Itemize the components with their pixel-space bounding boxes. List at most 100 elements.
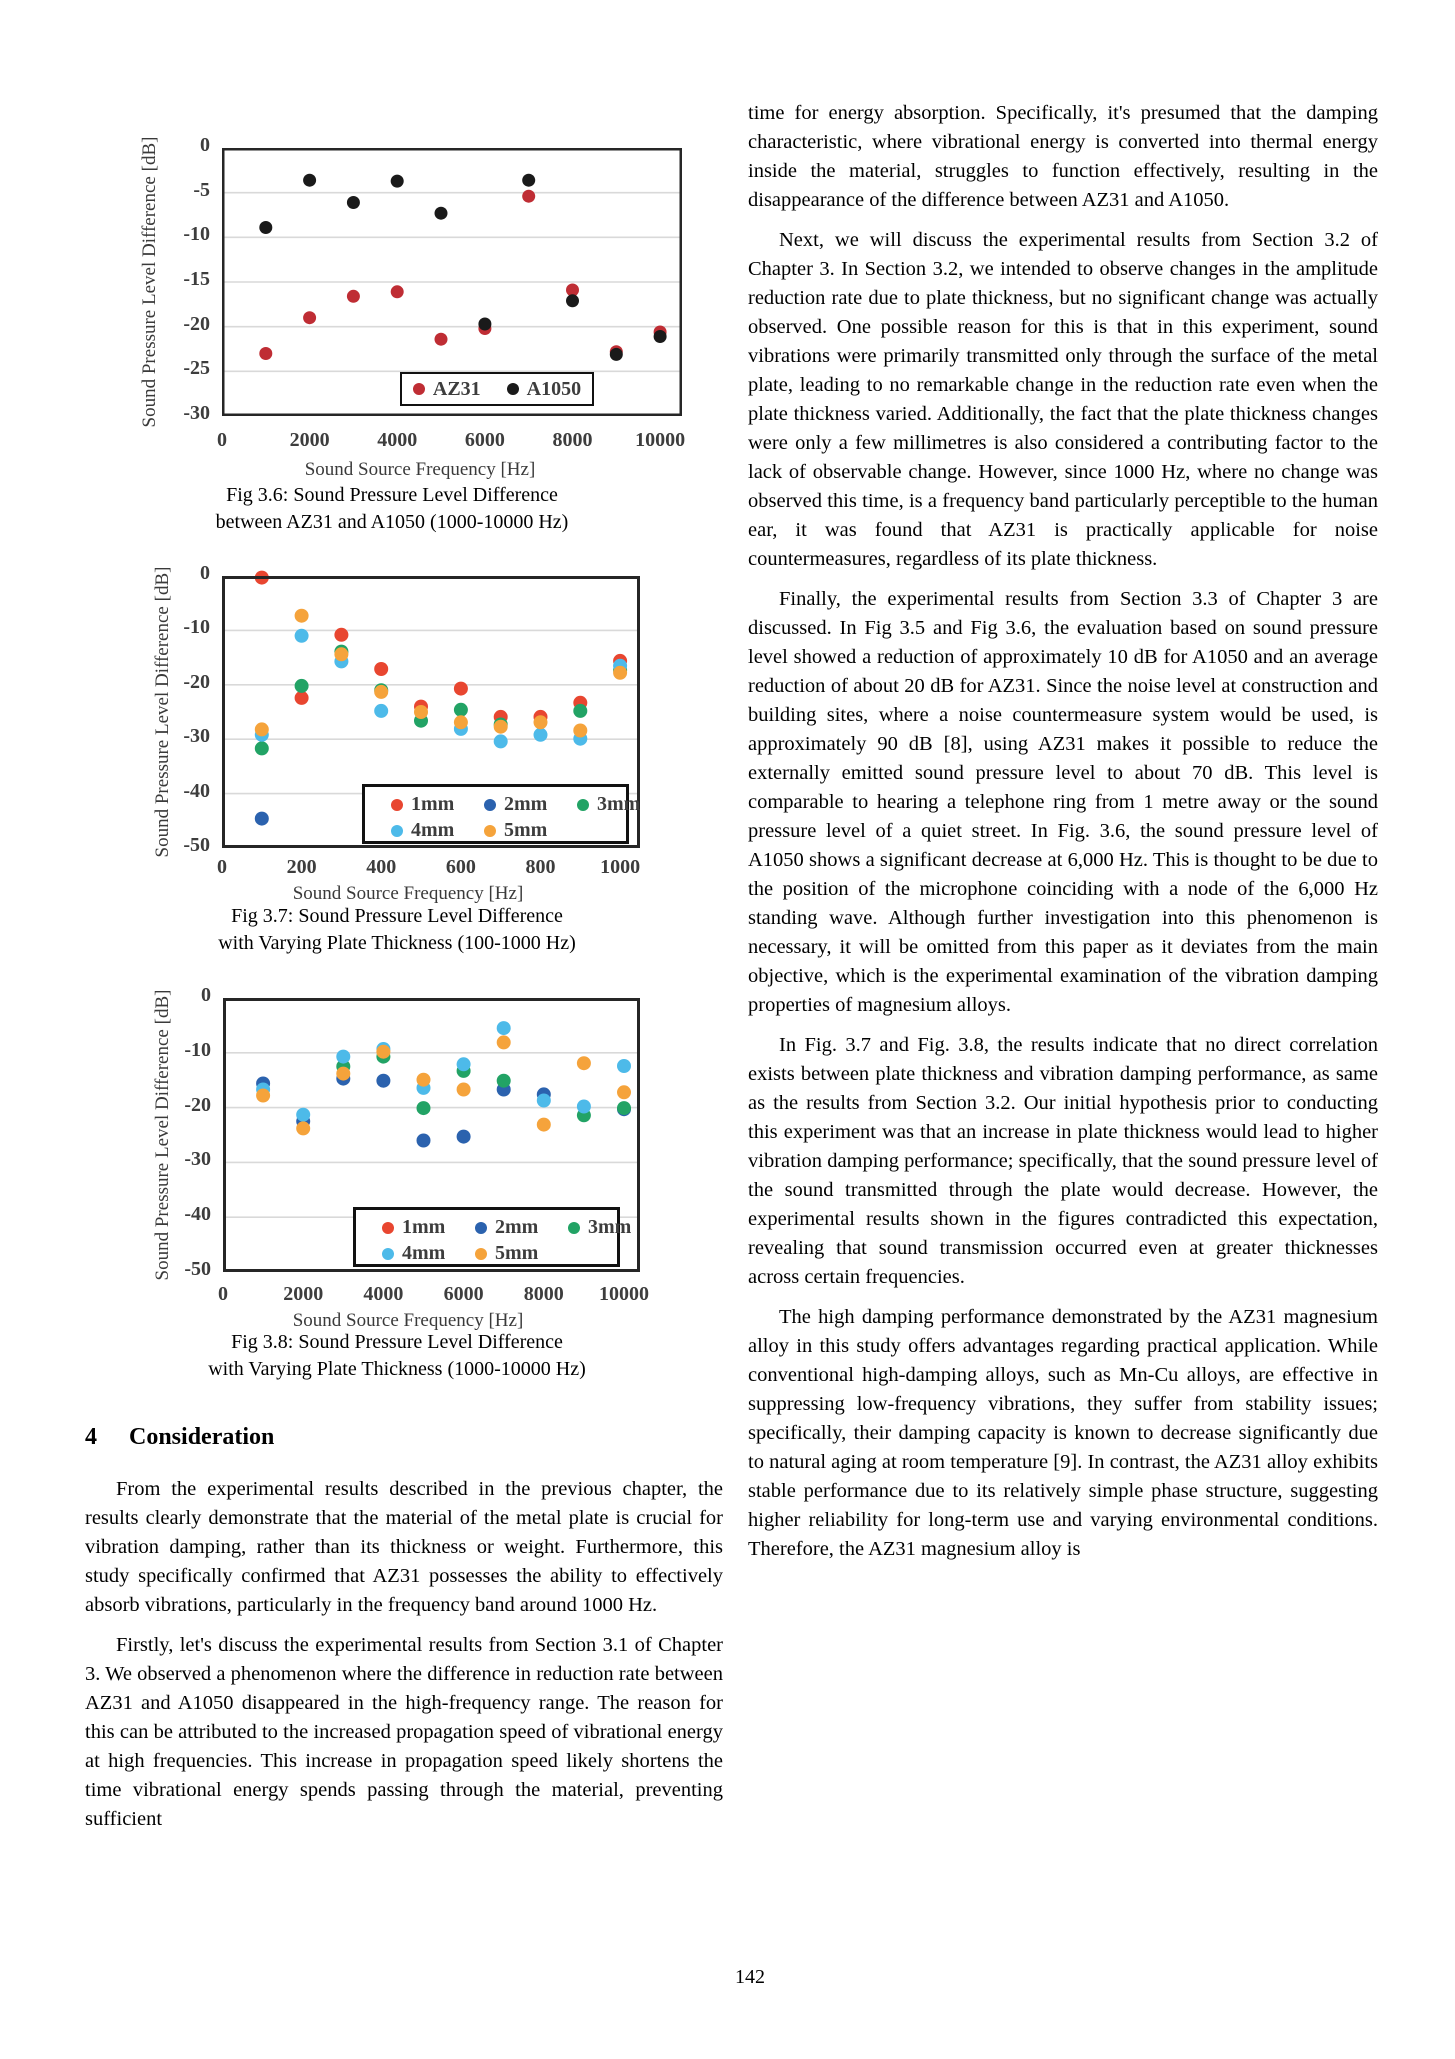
point-5mm-500Hz [414, 705, 428, 719]
y-tick-0: 0 [200, 562, 210, 584]
point-AZ31-3000Hz [346, 289, 360, 303]
fig38-caption-line1: Fig 3.8: Sound Pressure Level Difference [231, 1331, 563, 1353]
point-5mm-600Hz [453, 715, 468, 730]
legend-item-2mm: 2mm [484, 793, 577, 816]
point-5mm-7000Hz [496, 1035, 511, 1050]
paragraph: In Fig. 3.7 and Fig. 3.8, the results in… [748, 1034, 1378, 1288]
y-tick--25: -25 [183, 357, 210, 380]
legend-dot-icon [391, 798, 403, 811]
x-tick-6000: 6000 [443, 1283, 484, 1305]
legend-item-5mm: 5mm [475, 1242, 568, 1265]
legend-label: 3mm [597, 793, 641, 815]
y-tick--50: -50 [184, 1258, 211, 1280]
legend-item-1mm: 1mm [382, 1216, 475, 1239]
point-1mm-600Hz [453, 681, 468, 696]
fig38-caption-line2: with Varying Plate Thickness (1000-10000… [208, 1358, 586, 1380]
legend-label: 3mm [588, 1216, 632, 1238]
point-AZ31-2000Hz [303, 311, 317, 325]
point-1mm-400Hz [374, 662, 389, 676]
legend-label: 1mm [402, 1216, 446, 1238]
point-5mm-6000Hz [456, 1082, 471, 1097]
legend-item-3mm: 3mm [577, 793, 657, 816]
fig36-legend: AZ31 A1050 [400, 372, 594, 406]
legend-dot-icon [568, 1221, 580, 1234]
paragraph: Finally, the experimental results from S… [748, 588, 1378, 1016]
fig37-caption-line1: Fig 3.7: Sound Pressure Level Difference [231, 905, 563, 927]
fig36-caption-line1: Fig 3.6: Sound Pressure Level Difference [226, 484, 558, 506]
point-4mm-200Hz [294, 628, 309, 643]
legend-item-4mm: 4mm [382, 1242, 475, 1265]
legend-label: 4mm [411, 819, 455, 841]
y-tick--30: -30 [183, 402, 210, 424]
legend-label: 5mm [504, 819, 548, 841]
y-tick--10: -10 [183, 223, 210, 246]
point-5mm-800Hz [533, 715, 548, 730]
x-tick-600: 600 [445, 856, 476, 878]
section-number: 4 [85, 1424, 97, 1450]
point-5mm-9000Hz [576, 1056, 591, 1071]
fig37-y-axis-title: Sound Pressure Level Difference [dB] [152, 566, 173, 858]
x-tick-800: 800 [525, 856, 556, 878]
legend-label: A1050 [526, 377, 582, 400]
y-tick--10: -10 [184, 1038, 211, 1061]
point-AZ31-5000Hz [434, 332, 448, 346]
point-4mm-7000Hz [496, 1021, 511, 1036]
fig36-plot [222, 148, 682, 416]
y-tick--15: -15 [183, 268, 210, 290]
point-A1050-10000Hz [653, 330, 667, 343]
point-4mm-6000Hz [456, 1057, 471, 1072]
section-heading: 4 Consideration [85, 1424, 723, 1451]
point-5mm-200Hz [294, 608, 309, 623]
fig36-x-axis-title: Sound Source Frequency [Hz] [304, 459, 536, 480]
legend-item-3mm: 3mm [568, 1216, 648, 1239]
point-5mm-1000Hz [613, 665, 628, 680]
point-4mm-2000Hz [296, 1107, 311, 1122]
fig38-y-axis-title: Sound Pressure Level Difference [dB] [152, 989, 173, 1281]
legend-label: 2mm [504, 793, 548, 815]
x-tick-10000: 10000 [598, 1283, 649, 1305]
paragraph: The high damping performance demonstrate… [748, 1306, 1378, 1560]
y-tick-0: 0 [201, 984, 211, 1006]
point-4mm-400Hz [374, 703, 389, 718]
point-3mm-7000Hz [496, 1073, 511, 1088]
point-A1050-4000Hz [390, 174, 404, 188]
x-tick-4000: 4000 [377, 429, 418, 451]
point-A1050-3000Hz [346, 196, 360, 209]
point-4mm-10000Hz [617, 1059, 631, 1073]
point-3mm-900Hz [573, 703, 588, 718]
x-tick-200: 200 [286, 856, 317, 878]
x-tick-0: 0 [217, 429, 227, 451]
section-title: Consideration [129, 1424, 275, 1450]
point-5mm-10000Hz [617, 1085, 631, 1100]
legend-dot-icon [475, 1247, 487, 1260]
legend-dot-icon [506, 383, 519, 395]
point-4mm-9000Hz [576, 1099, 591, 1114]
point-5mm-4000Hz [376, 1044, 391, 1059]
point-5mm-300Hz [334, 647, 349, 662]
point-5mm-2000Hz [296, 1121, 311, 1136]
point-A1050-7000Hz [522, 173, 536, 187]
x-tick-0: 0 [218, 1283, 228, 1305]
point-1mm-300Hz [334, 627, 349, 642]
point-2mm-100Hz [254, 811, 269, 826]
point-A1050-9000Hz [609, 347, 623, 361]
legend-item-A1050: A1050 [506, 377, 582, 401]
y-tick--5: -5 [193, 178, 210, 201]
point-A1050-1000Hz [259, 221, 273, 234]
paragraph: Firstly, let's discuss the experimental … [85, 1634, 723, 1830]
legend-item-5mm: 5mm [484, 819, 577, 842]
point-A1050-6000Hz [478, 317, 492, 331]
point-AZ31-7000Hz [522, 189, 536, 203]
x-tick-8000: 8000 [552, 429, 593, 451]
plot-frame [223, 998, 640, 1272]
point-4mm-800Hz [533, 727, 548, 742]
point-3mm-600Hz [453, 702, 468, 717]
fig38-plot [223, 998, 640, 1272]
point-3mm-100Hz [254, 741, 269, 756]
legend-item-1mm: 1mm [391, 793, 484, 816]
paragraph: time for energy absorption. Specifically… [748, 102, 1378, 211]
legend-item-2mm: 2mm [475, 1216, 568, 1239]
legend-item-AZ31: AZ31 [412, 378, 481, 401]
point-AZ31-8000Hz [566, 283, 579, 297]
legend-dot-icon [484, 824, 496, 837]
